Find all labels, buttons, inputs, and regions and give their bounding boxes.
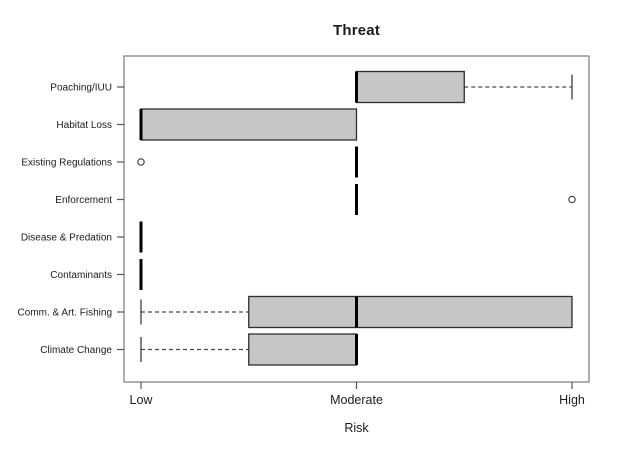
chart-title: Threat xyxy=(332,22,381,39)
box xyxy=(355,70,465,104)
y-axis-label: Contaminants xyxy=(50,270,112,281)
outlier-point xyxy=(568,195,576,204)
box xyxy=(248,333,358,366)
y-axis-label: Enforcement xyxy=(55,195,112,206)
box xyxy=(248,295,573,329)
x-tick-label: Low xyxy=(130,393,154,407)
x-tick-label: Moderate xyxy=(330,393,383,407)
y-axis-label: Comm. & Art. Fishing xyxy=(18,308,112,319)
plot-frame xyxy=(123,55,590,383)
x-tick-label: High xyxy=(559,393,585,407)
x-axis-title: Risk xyxy=(344,421,369,435)
box xyxy=(140,108,358,141)
y-axis-label: Poaching/IUU xyxy=(50,83,112,94)
outlier-point xyxy=(137,158,145,166)
y-axis-label: Existing Regulations xyxy=(21,158,112,169)
y-axis-label: Climate Change xyxy=(40,345,112,356)
y-axis-label: Habitat Loss xyxy=(56,120,112,131)
y-axis-label: Disease & Predation xyxy=(21,233,112,244)
